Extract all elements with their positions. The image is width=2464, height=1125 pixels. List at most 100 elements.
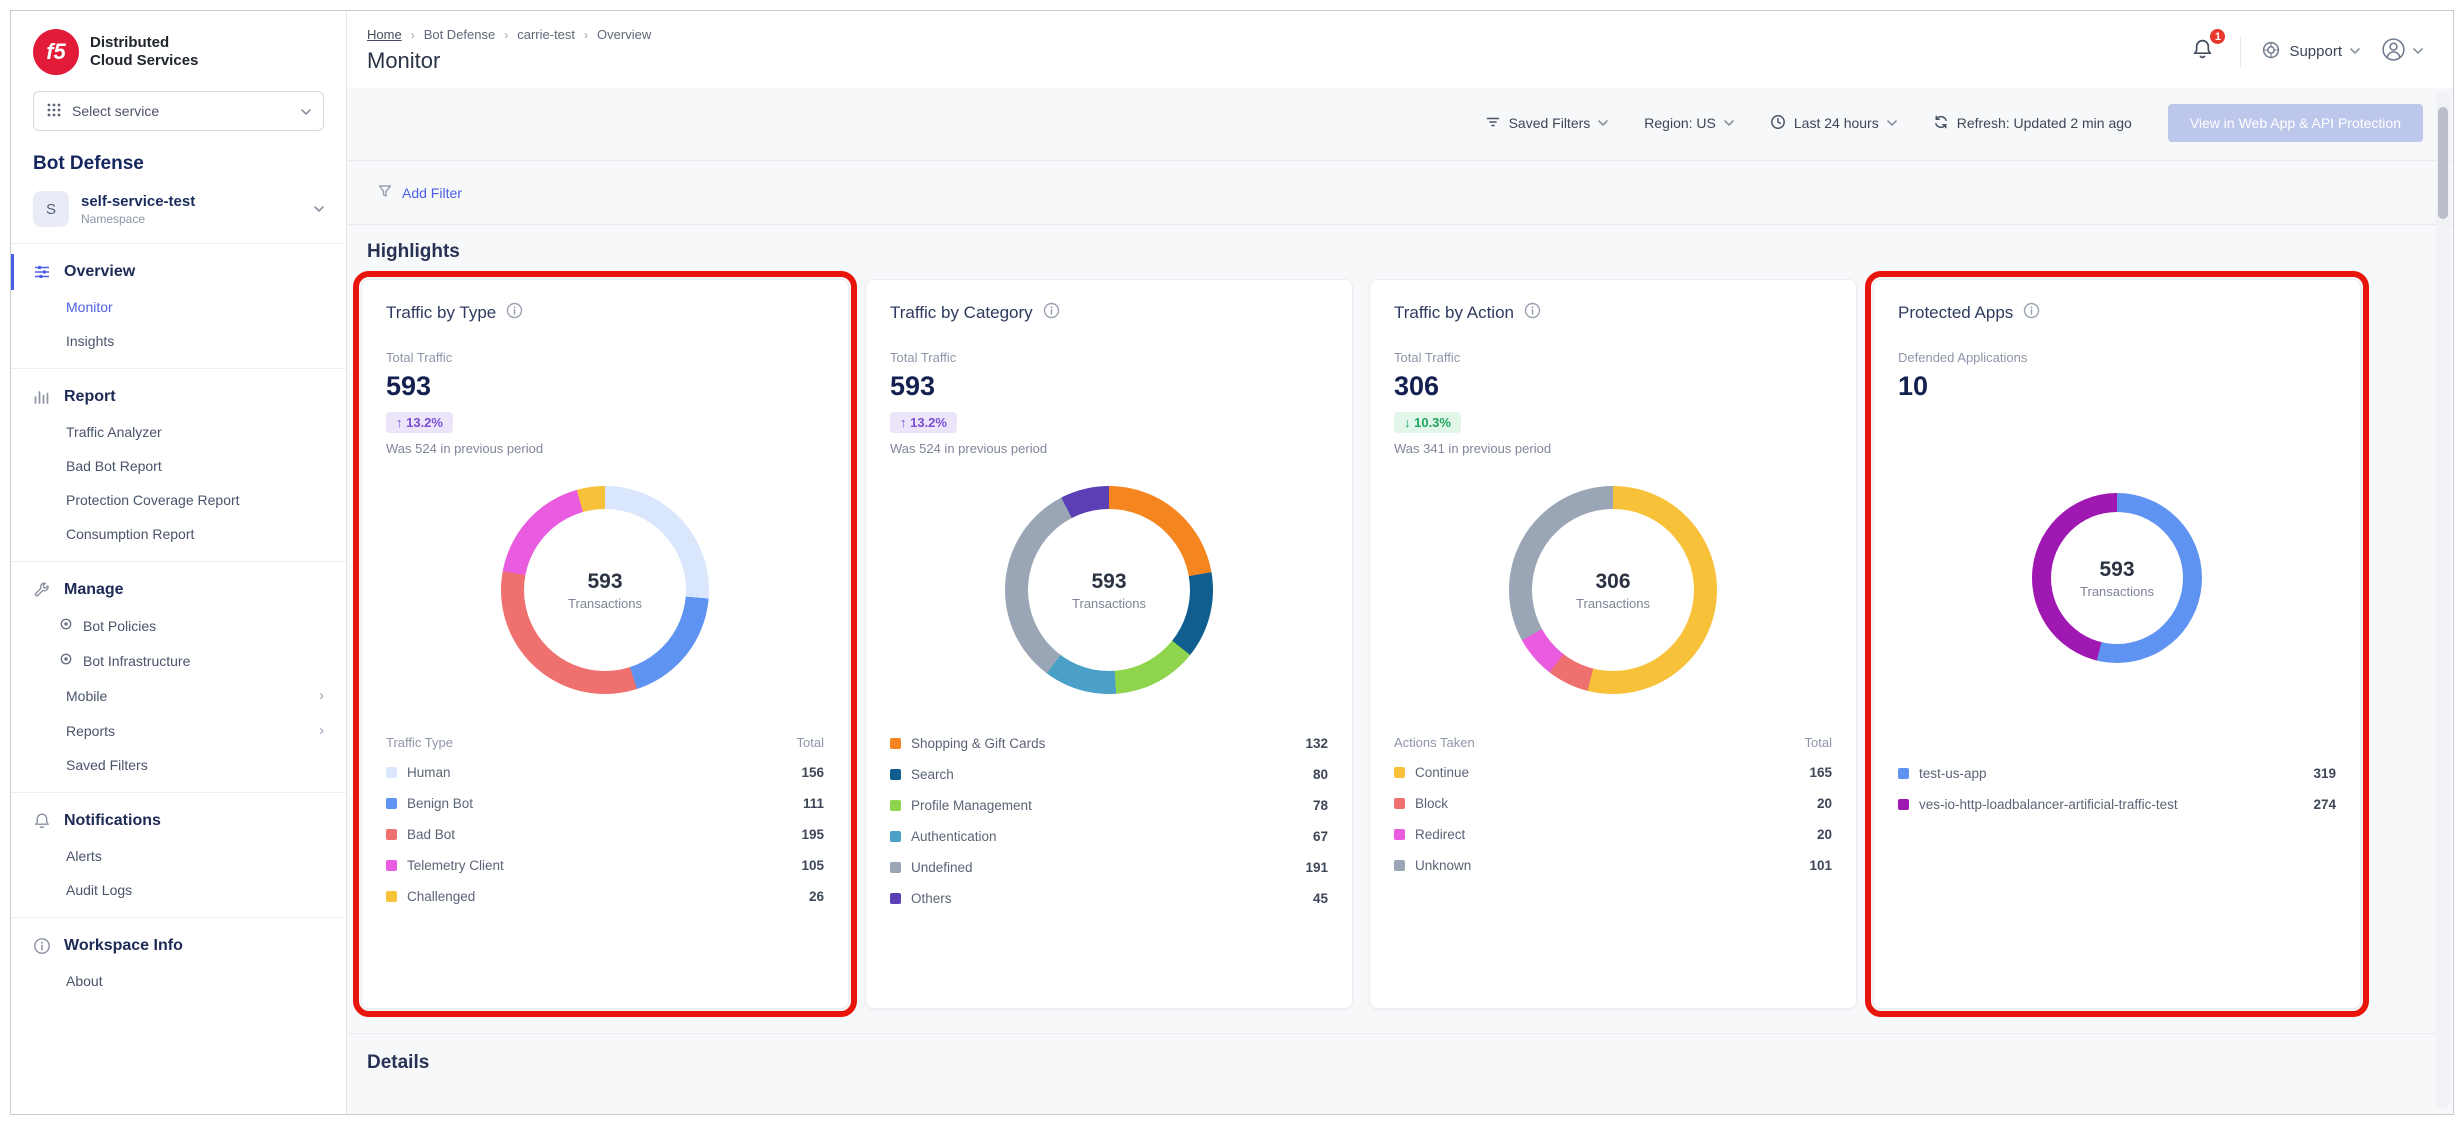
brand-logo[interactable]: f5 Distributed Cloud Services bbox=[11, 29, 346, 75]
refresh-button[interactable]: Refresh: Updated 2 min ago bbox=[1933, 114, 2132, 133]
legend-row-profile-management[interactable]: Profile Management 78 bbox=[890, 790, 1328, 821]
metric-label: Defended Applications bbox=[1898, 350, 2336, 365]
legend-row-others[interactable]: Others 45 bbox=[890, 883, 1328, 914]
legend-row-authentication[interactable]: Authentication 67 bbox=[890, 821, 1328, 852]
delta-badge: ↑ 13.2% bbox=[386, 412, 453, 433]
sidebar-section: Notifications Alerts Audit Logs bbox=[11, 792, 346, 917]
sidebar-item-about[interactable]: About bbox=[11, 964, 346, 998]
sidebar-item-consumption-report[interactable]: Consumption Report bbox=[11, 517, 346, 551]
main-area: Home›Bot Defense›carrie-test›Overview Mo… bbox=[347, 11, 2453, 1114]
time-range-dropdown[interactable]: Last 24 hours bbox=[1770, 114, 1897, 133]
legend-row-unknown[interactable]: Unknown 101 bbox=[1394, 850, 1832, 881]
info-icon[interactable] bbox=[1524, 302, 1541, 324]
support-menu[interactable]: Support bbox=[2261, 40, 2360, 64]
vertical-scrollbar[interactable] bbox=[2436, 91, 2450, 1108]
legend-label: Shopping & Gift Cards bbox=[911, 736, 1045, 751]
legend-row-challenged[interactable]: Challenged 26 bbox=[386, 881, 824, 912]
sidebar-item-bot-policies[interactable]: Bot Policies bbox=[11, 608, 346, 643]
sidebar-item-audit-logs[interactable]: Audit Logs bbox=[11, 873, 346, 907]
sidebar-item-reports[interactable]: Reports › bbox=[11, 713, 346, 748]
legend-label: Redirect bbox=[1415, 827, 1465, 842]
legend-row-continue[interactable]: Continue 165 bbox=[1394, 757, 1832, 788]
sidebar: f5 Distributed Cloud Services Select ser… bbox=[11, 11, 347, 1114]
sidebar-item-protection-coverage-report[interactable]: Protection Coverage Report bbox=[11, 483, 346, 517]
namespace-avatar: S bbox=[33, 191, 69, 227]
saved-filters-dropdown[interactable]: Saved Filters bbox=[1485, 114, 1609, 133]
sidebar-section-notifications[interactable]: Notifications bbox=[11, 803, 346, 839]
legend-value: 45 bbox=[1313, 891, 1328, 906]
legend-row-ves-io-http-loadbalancer-artificial-traffic-test[interactable]: ves-io-http-loadbalancer-artificial-traf… bbox=[1898, 789, 2336, 820]
legend-swatch bbox=[386, 891, 397, 902]
legend-row-telemetry-client[interactable]: Telemetry Client 105 bbox=[386, 850, 824, 881]
legend-value: 165 bbox=[1809, 765, 1832, 780]
traffic-by-type-donut[interactable]: 593 Transactions bbox=[501, 486, 709, 694]
select-service-dropdown[interactable]: Select service bbox=[33, 91, 324, 131]
sidebar-item-monitor[interactable]: Monitor bbox=[11, 290, 346, 324]
sidebar-section-manage[interactable]: Manage bbox=[11, 572, 346, 608]
bell-icon bbox=[2191, 48, 2214, 65]
traffic-by-action-donut[interactable]: 306 Transactions bbox=[1509, 486, 1717, 694]
sidebar-item-traffic-analyzer[interactable]: Traffic Analyzer bbox=[11, 415, 346, 449]
legend-label: Telemetry Client bbox=[407, 858, 504, 873]
sidebar-item-bot-infrastructure[interactable]: Bot Infrastructure bbox=[11, 643, 346, 678]
account-menu[interactable] bbox=[2380, 36, 2423, 68]
sidebar-section-workspace-info[interactable]: Workspace Info bbox=[11, 928, 346, 964]
scrollbar-thumb[interactable] bbox=[2438, 107, 2448, 219]
sidebar-item-bad-bot-report[interactable]: Bad Bot Report bbox=[11, 449, 346, 483]
chart-legend: Actions TakenTotal Continue 165 Block 20… bbox=[1394, 728, 1832, 881]
legend-row-block[interactable]: Block 20 bbox=[1394, 788, 1832, 819]
legend-row-redirect[interactable]: Redirect 20 bbox=[1394, 819, 1832, 850]
product-title: Bot Defense bbox=[33, 153, 324, 175]
filter-toolbar: Saved Filters Region: US Last 24 hours R… bbox=[347, 88, 2453, 161]
metric-value: 593 bbox=[890, 371, 1328, 402]
bar-chart-icon bbox=[33, 388, 51, 406]
legend-swatch bbox=[1898, 768, 1909, 779]
legend-row-human[interactable]: Human 156 bbox=[386, 757, 824, 788]
sidebar-section-overview[interactable]: Overview bbox=[11, 254, 346, 290]
legend-row-undefined[interactable]: Undefined 191 bbox=[890, 852, 1328, 883]
region-dropdown[interactable]: Region: US bbox=[1644, 115, 1734, 131]
donut-center-value: 593 bbox=[587, 570, 622, 594]
legend-row-bad-bot[interactable]: Bad Bot 195 bbox=[386, 819, 824, 850]
legend-row-benign-bot[interactable]: Benign Bot 111 bbox=[386, 788, 824, 819]
protected-apps-donut[interactable]: 593 Transactions bbox=[2032, 493, 2202, 663]
legend-row-test-us-app[interactable]: test-us-app 319 bbox=[1898, 758, 2336, 789]
traffic-by-category-donut[interactable]: 593 Transactions bbox=[1005, 486, 1213, 694]
view-in-waap-button[interactable]: View in Web App & API Protection bbox=[2168, 104, 2423, 142]
card-protected-apps: Protected Apps Defended Applications 10 … bbox=[1873, 279, 2361, 1009]
legend-row-shopping-gift-cards[interactable]: Shopping & Gift Cards 132 bbox=[890, 728, 1328, 759]
info-icon[interactable] bbox=[2023, 302, 2040, 324]
chevron-right-icon: › bbox=[319, 687, 324, 704]
legend-swatch bbox=[1898, 799, 1909, 810]
add-filter-button[interactable]: Add Filter bbox=[377, 183, 462, 202]
legend-label: Search bbox=[911, 767, 954, 782]
select-service-label: Select service bbox=[72, 103, 159, 119]
breadcrumb-bot-defense[interactable]: Bot Defense bbox=[424, 27, 496, 42]
breadcrumb-home[interactable]: Home bbox=[367, 27, 402, 42]
metric-label: Total Traffic bbox=[1394, 350, 1832, 365]
donut-center-label: Transactions bbox=[1072, 596, 1146, 611]
metric-value: 10 bbox=[1898, 371, 2336, 402]
donut-center-label: Transactions bbox=[2080, 584, 2154, 599]
breadcrumb-separator: › bbox=[504, 28, 508, 42]
legend-swatch bbox=[386, 767, 397, 778]
sidebar-item-saved-filters[interactable]: Saved Filters bbox=[11, 748, 346, 782]
chevron-down-icon bbox=[1887, 120, 1897, 127]
delta-badge: ↑ 13.2% bbox=[890, 412, 957, 433]
legend-row-search[interactable]: Search 80 bbox=[890, 759, 1328, 790]
user-avatar-icon bbox=[2380, 36, 2407, 68]
breadcrumb-overview[interactable]: Overview bbox=[597, 27, 651, 42]
info-icon[interactable] bbox=[1043, 302, 1060, 324]
sidebar-item-insights[interactable]: Insights bbox=[11, 324, 346, 358]
breadcrumb-separator: › bbox=[411, 28, 415, 42]
namespace-selector[interactable]: S self-service-test Namespace bbox=[33, 191, 324, 227]
highlights-title: Highlights bbox=[347, 225, 2453, 265]
sidebar-section-report[interactable]: Report bbox=[11, 379, 346, 415]
info-icon[interactable] bbox=[506, 302, 523, 324]
legend-value: 101 bbox=[1809, 858, 1832, 873]
sidebar-item-alerts[interactable]: Alerts bbox=[11, 839, 346, 873]
legend-label: Human bbox=[407, 765, 451, 780]
notifications-bell-button[interactable]: 1 bbox=[2185, 35, 2220, 68]
sidebar-item-mobile[interactable]: Mobile › bbox=[11, 678, 346, 713]
breadcrumb-carrie-test[interactable]: carrie-test bbox=[517, 27, 575, 42]
